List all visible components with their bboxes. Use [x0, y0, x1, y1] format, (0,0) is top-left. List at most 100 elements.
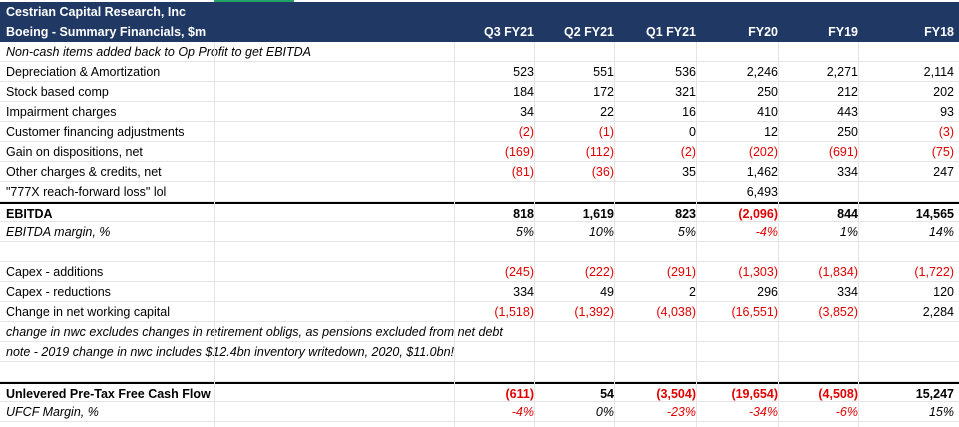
value-cell: -6% [835, 405, 858, 419]
value-cell: 0% [595, 405, 614, 419]
value-cell: -4% [511, 405, 534, 419]
row-label: Depreciation & Amortization [6, 65, 161, 79]
row-label: Gain on dispositions, net [6, 145, 143, 159]
gridline [454, 42, 455, 427]
value-cell: (19,654) [731, 387, 778, 401]
column-header: FY19 [828, 25, 858, 39]
value-cell [858, 182, 954, 202]
value-cell: (1,722) [914, 265, 954, 279]
row-label: note - 2019 change in nwc includes $12.4… [6, 345, 454, 359]
table-row: Stock based comp 184 172 321 250 212 202 [0, 82, 959, 102]
value-cell: 296 [757, 285, 778, 299]
table-row: Non-cash items added back to Op Profit t… [0, 42, 959, 62]
row-label: Capex - reductions [6, 285, 111, 299]
table-row: Customer financing adjustments (2) (1) 0 12 2… [0, 122, 959, 142]
value-cell: 536 [675, 65, 696, 79]
value-cell: 523 [513, 65, 534, 79]
value-cell: -4% [755, 225, 778, 239]
value-cell: 410 [757, 105, 778, 119]
table-row: Capex - additions (245) (222) (291) (1,303) (… [0, 262, 959, 282]
value-cell: (1) [598, 125, 614, 139]
sheet-subtitle: Boeing - Summary Financials, $m [6, 25, 207, 39]
gridline [696, 42, 697, 427]
value-cell: 1,462 [746, 165, 778, 179]
row-label: EBITDA [6, 207, 53, 221]
table-row [0, 242, 959, 262]
value-cell: 93 [940, 105, 954, 119]
value-cell: (1,303) [738, 265, 778, 279]
value-cell [454, 182, 534, 202]
value-cell: 14% [928, 225, 954, 239]
row-label: UFCF Margin, % [6, 405, 99, 419]
table-row: Unlevered Pre-Tax Free Cash Flow (611) 54 (… [0, 382, 959, 402]
value-cell: 16 [682, 105, 696, 119]
value-cell: 247 [933, 165, 954, 179]
value-cell: 202 [933, 85, 954, 99]
value-cell: -34% [748, 405, 778, 419]
value-cell: (611) [505, 387, 535, 401]
value-cell: 1% [839, 225, 858, 239]
value-cell: 844 [837, 207, 858, 221]
value-cell: 49 [600, 285, 614, 299]
row-label: Other charges & credits, net [6, 165, 162, 179]
value-cell: (691) [828, 145, 858, 159]
column-header: Q2 FY21 [563, 25, 614, 39]
value-cell: (75) [931, 145, 954, 159]
value-cell: (222) [584, 265, 614, 279]
value-cell: (291) [666, 265, 696, 279]
value-cell: (16,551) [731, 305, 778, 319]
value-cell: (4,038) [656, 305, 696, 319]
gridline [214, 42, 215, 427]
value-cell: 6,493 [746, 185, 778, 199]
value-cell: 818 [513, 207, 534, 221]
value-cell: 12 [764, 125, 778, 139]
value-cell: 2,271 [826, 65, 858, 79]
value-cell [778, 182, 858, 202]
gridline [614, 42, 615, 427]
header-row-company: Cestrian Capital Research, Inc [0, 2, 959, 22]
value-cell: 15,247 [915, 387, 954, 401]
value-cell: 5% [515, 225, 534, 239]
value-cell: (3,504) [656, 387, 696, 401]
value-cell: (3) [938, 125, 954, 139]
value-cell: 2 [689, 285, 696, 299]
column-header: FY18 [924, 25, 954, 39]
table-row [0, 362, 959, 382]
column-header: FY20 [748, 25, 778, 39]
row-label: Customer financing adjustments [6, 125, 185, 139]
row-label: Stock based comp [6, 85, 109, 99]
value-cell [534, 182, 614, 202]
table-row: change in nwc excludes changes in retire… [0, 322, 959, 342]
value-cell: (245) [504, 265, 534, 279]
value-cell: -23% [666, 405, 696, 419]
company-name: Cestrian Capital Research, Inc [6, 5, 186, 19]
table-row: UFCF Margin, % -4% 0% -23% -34% -6% 15% [0, 402, 959, 422]
row-label: EBITDA margin, % [6, 225, 111, 239]
value-cell: 334 [513, 285, 534, 299]
value-cell: 172 [593, 85, 614, 99]
value-cell: (3,852) [818, 305, 858, 319]
table-row: Other charges & credits, net (81) (36) 35 1,… [0, 162, 959, 182]
value-cell: (1,518) [494, 305, 534, 319]
value-cell: 321 [675, 85, 696, 99]
value-cell: 250 [837, 125, 858, 139]
value-cell: 35 [682, 165, 696, 179]
value-cell: (36) [591, 165, 614, 179]
table-row: Capex - reductions 334 49 2 296 334 120 [0, 282, 959, 302]
value-cell: (169) [504, 145, 534, 159]
value-cell: 443 [837, 105, 858, 119]
value-cell: 15% [928, 405, 954, 419]
value-cell: 120 [933, 285, 954, 299]
header-row-columns: Boeing - Summary Financials, $m Q3 FY21 … [0, 22, 959, 42]
column-header: Q3 FY21 [483, 25, 534, 39]
value-cell: 334 [837, 165, 858, 179]
table-row: EBITDA 818 1,619 823 (2,096) 844 14,565 [0, 202, 959, 222]
value-cell: (4,508) [818, 387, 858, 401]
value-cell: 5% [677, 225, 696, 239]
table-row: "777X reach-forward loss" lol 6,493 [0, 182, 959, 202]
table-row: Depreciation & Amortization 523 551 536 2,24… [0, 62, 959, 82]
row-label: Impairment charges [6, 105, 117, 119]
value-cell: 22 [600, 105, 614, 119]
value-cell: 2,284 [922, 305, 954, 319]
